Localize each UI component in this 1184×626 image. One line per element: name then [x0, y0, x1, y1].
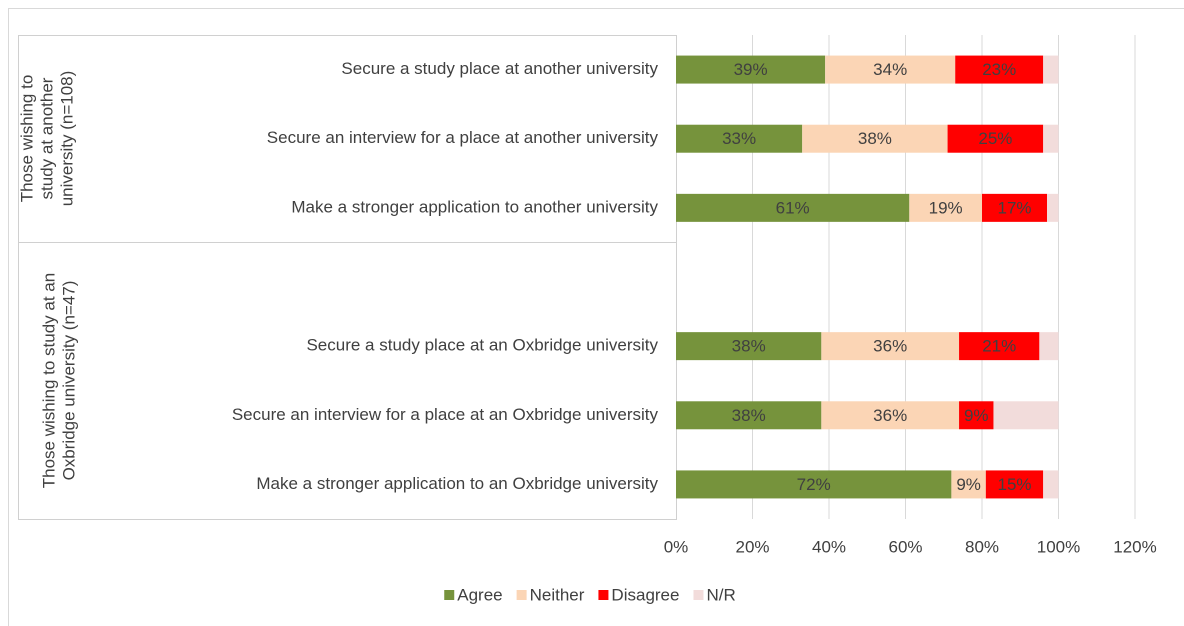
data-label: 38%	[858, 129, 892, 148]
bar-segment	[951, 470, 986, 499]
category-label: Secure a study place at another universi…	[341, 59, 658, 78]
data-label: 72%	[797, 475, 831, 494]
bar-segment	[676, 332, 822, 361]
bar-segment	[985, 470, 1044, 499]
bar-segment	[959, 401, 994, 430]
data-label: 39%	[734, 60, 768, 79]
data-label: 17%	[997, 198, 1031, 217]
bar-segment	[676, 55, 826, 84]
bar-segment	[1039, 332, 1059, 361]
data-label: 34%	[873, 60, 907, 79]
legend-label: N/R	[706, 585, 735, 604]
bar-segment	[909, 193, 982, 222]
group-label-line: university (n=108)	[57, 71, 76, 207]
legend-swatch	[516, 590, 527, 600]
data-label: 36%	[873, 406, 907, 425]
legend-item: Agree	[444, 585, 503, 604]
bar-segment	[676, 193, 910, 222]
data-label: 21%	[982, 337, 1016, 356]
group-box	[18, 35, 677, 520]
group-label: Those wishing to study at an Oxbridge uni…	[39, 273, 78, 488]
category-label: Secure a study place at an Oxbridge univ…	[306, 336, 658, 355]
data-label: 9%	[956, 475, 981, 494]
bar-segment	[959, 332, 1040, 361]
x-tick-label: 0%	[664, 537, 689, 556]
x-tick-label: 60%	[888, 537, 922, 556]
group-label-line: study at another	[37, 77, 56, 199]
bar-segment	[821, 332, 960, 361]
bar-segment	[947, 124, 1044, 153]
data-label: 25%	[978, 129, 1012, 148]
x-tick-label: 40%	[812, 537, 846, 556]
category-label: Make a stronger application to an Oxbrid…	[256, 474, 658, 493]
legend-item: Neither	[516, 585, 585, 604]
bar-segment	[676, 401, 822, 430]
data-label: 61%	[776, 198, 810, 217]
group-label-line: Those wishing to study at an	[39, 273, 58, 488]
bar-segment	[1047, 193, 1059, 222]
data-label: 9%	[964, 406, 989, 425]
data-label: 15%	[997, 475, 1031, 494]
bar-segment	[982, 193, 1048, 222]
bar-segment	[993, 401, 1059, 430]
bar-segment	[821, 401, 960, 430]
group-label: Those wishing to study at another universi…	[17, 71, 76, 207]
x-tick-label: 100%	[1037, 537, 1080, 556]
bar-segment	[1043, 470, 1059, 499]
legend-swatch	[444, 590, 455, 600]
data-label: 38%	[732, 337, 766, 356]
data-label: 23%	[982, 60, 1016, 79]
x-tick-label: 20%	[735, 537, 769, 556]
group-label-line: Oxbridge university (n=47)	[59, 281, 78, 481]
legend-swatch	[598, 590, 609, 600]
data-label: 19%	[929, 198, 963, 217]
bar-segment	[1043, 55, 1059, 84]
group-label-line: Those wishing to	[17, 75, 36, 203]
category-label: Make a stronger application to another u…	[291, 197, 658, 216]
category-label: Secure an interview for a place at anoth…	[267, 128, 659, 147]
x-tick-label: 80%	[965, 537, 999, 556]
bar-segment	[1043, 124, 1059, 153]
legend-label: Agree	[457, 585, 502, 604]
legend-label: Neither	[530, 585, 585, 604]
bar-segment	[802, 124, 948, 153]
data-label: 33%	[722, 129, 756, 148]
data-label: 36%	[873, 337, 907, 356]
bar-segment	[825, 55, 956, 84]
legend-label: Disagree	[611, 585, 679, 604]
category-label: Secure an interview for a place at an Ox…	[232, 405, 659, 424]
legend-swatch	[693, 590, 704, 600]
bar-segment	[676, 470, 952, 499]
legend-item: Disagree	[598, 585, 679, 604]
data-label: 38%	[732, 406, 766, 425]
x-tick-label: 120%	[1113, 537, 1156, 556]
bar-segment	[955, 55, 1044, 84]
bar-segment	[676, 124, 803, 153]
legend-item: N/R	[693, 585, 736, 604]
